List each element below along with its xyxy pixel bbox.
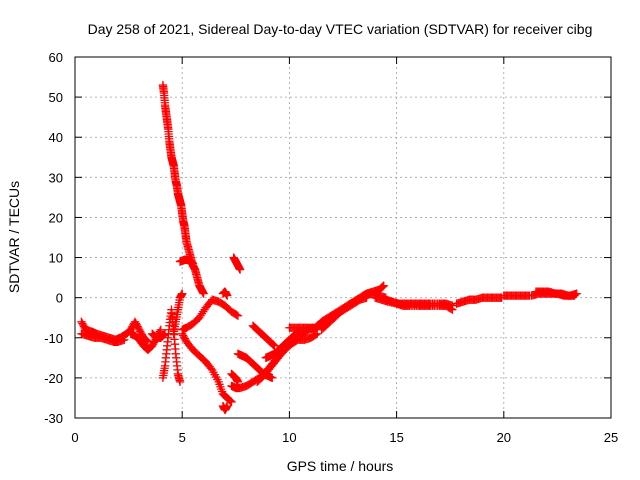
x-tick-label: 15 (389, 430, 403, 445)
y-tick-label: 20 (49, 210, 63, 225)
y-tick-label: 30 (49, 170, 63, 185)
x-tick-label: 10 (282, 430, 296, 445)
x-tick-label: 25 (604, 430, 618, 445)
data-point (223, 291, 232, 300)
y-tick-label: 0 (56, 291, 63, 306)
data-point (235, 265, 245, 274)
x-axis-title: GPS time / hours (287, 458, 394, 474)
plot-frame (74, 56, 612, 419)
data-point (226, 397, 235, 406)
y-axis-title: SDTVAR / TECUs (6, 181, 22, 293)
data-point (270, 341, 279, 350)
data-point (142, 336, 152, 346)
data-point (233, 311, 243, 320)
x-tick-label: 20 (497, 430, 511, 445)
data-point (311, 330, 321, 339)
y-tick-label: -10 (44, 331, 63, 346)
x-tick-label: 5 (179, 430, 186, 445)
data-point (199, 289, 208, 298)
x-tick-label: 0 (71, 430, 78, 445)
data-point (269, 340, 278, 350)
data-point (232, 310, 241, 320)
data-point (233, 377, 243, 387)
data-point (156, 325, 165, 334)
data-point (188, 259, 198, 268)
y-tick-label: -20 (44, 371, 63, 386)
grid-lines (75, 57, 611, 418)
y-tick-label: -30 (44, 411, 63, 426)
y-tick-label: 40 (49, 130, 63, 145)
data-points (77, 80, 581, 415)
data-point (379, 281, 388, 290)
y-tick-label: 60 (49, 50, 63, 65)
data-point (175, 377, 185, 387)
data-point (143, 337, 153, 346)
data-point (313, 329, 322, 338)
axis-ticks: 0 5 10 15 20 25 -30 -20 -10 0 10 20 30 40 50 60 (44, 50, 618, 445)
data-point (227, 397, 236, 407)
data-point (120, 335, 129, 344)
chart-title: Day 258 of 2021, Sidereal Day-to-day VTE… (88, 21, 593, 37)
data-point (570, 291, 579, 300)
data-point (160, 330, 169, 339)
y-tick-label: 10 (49, 251, 63, 266)
data-point (178, 289, 187, 298)
data-point (223, 401, 232, 411)
data-point (268, 373, 277, 383)
y-tick-label: 50 (49, 90, 63, 105)
data-point (448, 301, 457, 310)
data-point (378, 282, 388, 291)
